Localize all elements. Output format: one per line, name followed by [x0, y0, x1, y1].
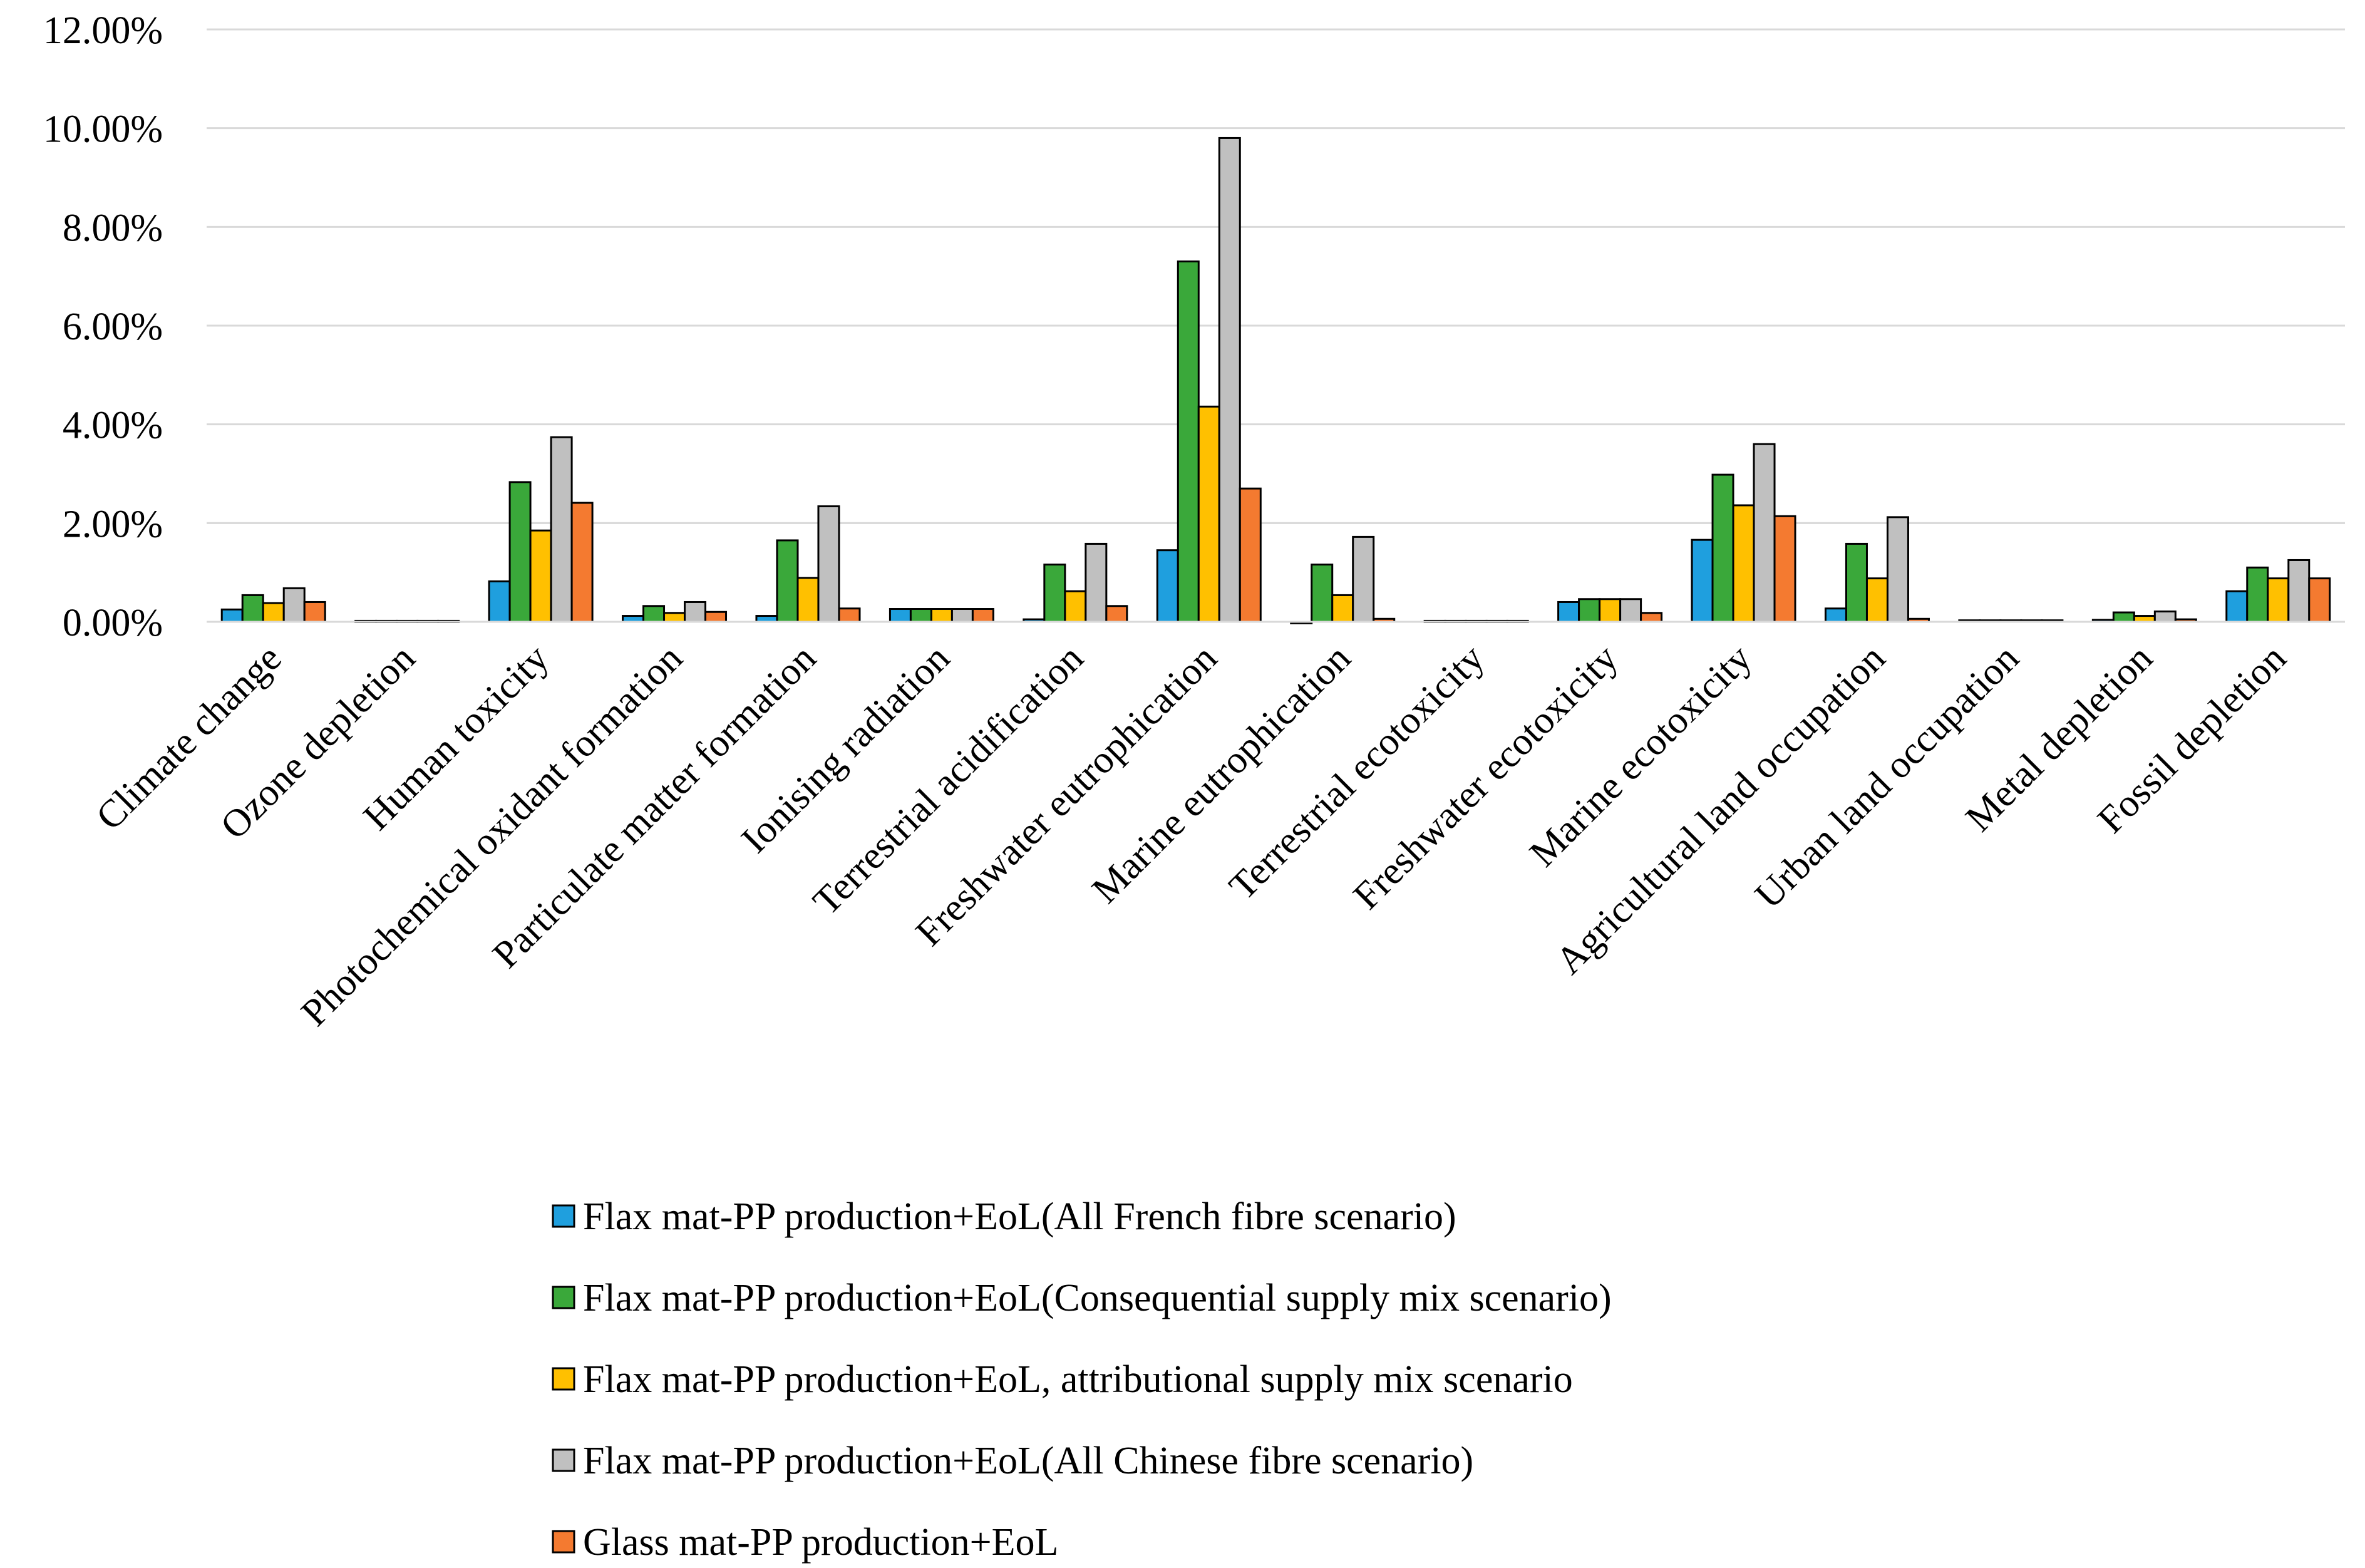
- bar-2-agricultural-land-occupation: [1845, 542, 1868, 623]
- x-tick-label: Marine ecotoxicity: [1522, 637, 1760, 875]
- bar-3-ionising-radiation: [930, 608, 953, 623]
- legend-swatch: [552, 1286, 575, 1309]
- bar-4-climate-change: [282, 587, 306, 623]
- bar-4-metal-depletion: [2153, 610, 2177, 623]
- legend: Flax mat-PP production+EoL(All French fi…: [552, 1195, 1612, 1564]
- legend-label: Flax mat-PP production+EoL(All French fi…: [583, 1195, 1456, 1238]
- y-tick-label: 10.00%: [43, 108, 163, 151]
- y-tick-label: 0.00%: [63, 602, 163, 644]
- y-tick-label: 2.00%: [63, 503, 163, 545]
- y-tick-label: 8.00%: [63, 207, 163, 249]
- y-tick-label: 4.00%: [63, 405, 163, 447]
- bar-2-fossil-depletion: [2246, 566, 2269, 623]
- legend-label: Glass mat-PP production+EoL: [583, 1521, 1058, 1564]
- bar-4-marine-ecotoxicity: [1753, 443, 1776, 623]
- x-tick-label: Urban land occupation: [1747, 637, 2027, 917]
- legend-label: Flax mat-PP production+EoL(All Chinese f…: [583, 1440, 1473, 1482]
- y-tick-label: 12.00%: [43, 9, 163, 52]
- bar-1-freshwater-ecotoxicity: [1557, 601, 1580, 623]
- bar-1-marine-ecotoxicity: [1691, 539, 1714, 623]
- bar-5-marine-ecotoxicity: [1773, 515, 1796, 623]
- bar-2-freshwater-ecotoxicity: [1578, 598, 1601, 623]
- x-tick-label: Freshwater ecotoxicity: [1345, 637, 1626, 918]
- bar-4-fossil-depletion: [2287, 559, 2311, 623]
- legend-swatch: [552, 1367, 575, 1391]
- bar-4-particulate-matter-formation: [817, 505, 840, 623]
- bar-3-marine-eutrophication: [1331, 594, 1354, 623]
- bar-3-human-toxicity: [529, 529, 552, 623]
- bars: [220, 137, 2331, 624]
- bar-1-human-toxicity: [488, 580, 511, 623]
- bar-1-fossil-depletion: [2225, 590, 2249, 623]
- bar-4-terrestrial-acidification: [1085, 542, 1108, 623]
- legend-swatch: [552, 1204, 575, 1228]
- bar-5-fossil-depletion: [2308, 577, 2331, 623]
- x-tick-label: Terrestrial acidification: [805, 637, 1092, 924]
- bar-5-freshwater-eutrophication: [1239, 487, 1262, 623]
- bar-4-photochemical-oxidant-formation: [684, 601, 707, 623]
- bar-3-marine-ecotoxicity: [1732, 504, 1755, 623]
- bar-4-freshwater-eutrophication: [1218, 137, 1241, 623]
- bar-5-ionising-radiation: [971, 608, 994, 623]
- bar-5-particulate-matter-formation: [838, 607, 861, 623]
- bar-2-human-toxicity: [508, 481, 532, 623]
- bar-2-metal-depletion: [2112, 611, 2135, 623]
- bar-3-agricultural-land-occupation: [1865, 577, 1888, 623]
- legend-swatch: [552, 1530, 575, 1554]
- bar-3-particulate-matter-formation: [796, 577, 820, 623]
- legend-label: Flax mat-PP production+EoL(Consequential…: [583, 1277, 1612, 1319]
- bar-4-agricultural-land-occupation: [1886, 516, 1909, 623]
- bar-2-marine-ecotoxicity: [1711, 473, 1734, 623]
- bar-2-particulate-matter-formation: [776, 539, 799, 623]
- legend-label: Flax mat-PP production+EoL, attributiona…: [583, 1358, 1573, 1401]
- bar-4-ionising-radiation: [951, 608, 974, 623]
- bar-3-freshwater-ecotoxicity: [1599, 598, 1622, 623]
- bar-3-photochemical-oxidant-formation: [663, 612, 686, 623]
- bar-5-freshwater-ecotoxicity: [1640, 612, 1663, 623]
- bar-3-fossil-depletion: [2267, 577, 2290, 623]
- x-tick-label: Marine eutrophication: [1084, 637, 1359, 912]
- bar-2-freshwater-eutrophication: [1177, 260, 1200, 623]
- y-axis-tick-labels: 0.00% 2.00% 4.00% 6.00% 8.00% 10.00% 12.00%: [43, 9, 163, 644]
- bar-5-photochemical-oxidant-formation: [704, 611, 728, 623]
- legend-swatch: [552, 1448, 575, 1472]
- bar-5-human-toxicity: [570, 502, 594, 623]
- bar-2-climate-change: [241, 594, 264, 623]
- bar-1-agricultural-land-occupation: [1824, 607, 1847, 623]
- bar-4-freshwater-ecotoxicity: [1619, 598, 1642, 623]
- bar-3-terrestrial-acidification: [1064, 590, 1087, 623]
- bar-1-climate-change: [220, 608, 244, 623]
- bar-2-terrestrial-acidification: [1043, 564, 1066, 623]
- bar-2-marine-eutrophication: [1311, 564, 1334, 623]
- bar-3-climate-change: [262, 602, 285, 623]
- bar-2-ionising-radiation: [909, 608, 932, 623]
- bar-1-ionising-radiation: [889, 608, 912, 623]
- bar-3-freshwater-eutrophication: [1197, 405, 1220, 623]
- x-tick-label: Terrestrial ecotoxicity: [1221, 637, 1492, 908]
- bar-5-terrestrial-acidification: [1105, 605, 1128, 623]
- bar-4-marine-eutrophication: [1352, 535, 1375, 623]
- bar-5-climate-change: [303, 601, 326, 623]
- bar-4-human-toxicity: [550, 436, 573, 623]
- bar-2-photochemical-oxidant-formation: [642, 605, 666, 623]
- y-tick-label: 6.00%: [63, 306, 163, 348]
- bar-1-freshwater-eutrophication: [1156, 549, 1179, 623]
- gridlines: [207, 28, 2345, 524]
